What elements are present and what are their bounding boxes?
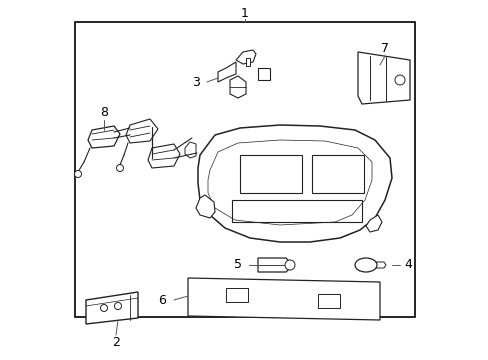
Polygon shape [126, 119, 158, 143]
Polygon shape [357, 52, 409, 104]
Text: 3: 3 [192, 76, 200, 89]
Polygon shape [148, 144, 180, 168]
Ellipse shape [354, 258, 376, 272]
Text: 7: 7 [380, 41, 388, 54]
Text: 8: 8 [100, 105, 108, 118]
Polygon shape [258, 258, 289, 272]
Circle shape [101, 305, 107, 311]
Polygon shape [365, 215, 381, 232]
Bar [231, 200, 361, 222]
Circle shape [394, 75, 404, 85]
Polygon shape [245, 58, 249, 66]
Circle shape [285, 260, 294, 270]
Polygon shape [198, 125, 391, 242]
Polygon shape [88, 126, 120, 148]
Bar [317, 294, 339, 308]
Circle shape [114, 302, 121, 310]
Polygon shape [258, 68, 269, 80]
Polygon shape [86, 292, 138, 324]
Polygon shape [218, 62, 236, 82]
Text: 6: 6 [158, 293, 165, 306]
Polygon shape [236, 50, 256, 64]
Circle shape [116, 165, 123, 171]
Polygon shape [229, 76, 245, 98]
Polygon shape [375, 262, 385, 268]
Bar [240, 155, 302, 193]
Bar [225, 288, 247, 302]
Bar [311, 155, 363, 193]
Text: 5: 5 [234, 258, 242, 271]
Polygon shape [187, 278, 379, 320]
Bar [75, 22, 414, 317]
Polygon shape [184, 142, 196, 158]
Text: 2: 2 [112, 336, 120, 348]
Circle shape [74, 171, 81, 177]
Text: 4: 4 [403, 258, 411, 271]
Polygon shape [196, 195, 215, 218]
Text: 1: 1 [241, 6, 248, 19]
